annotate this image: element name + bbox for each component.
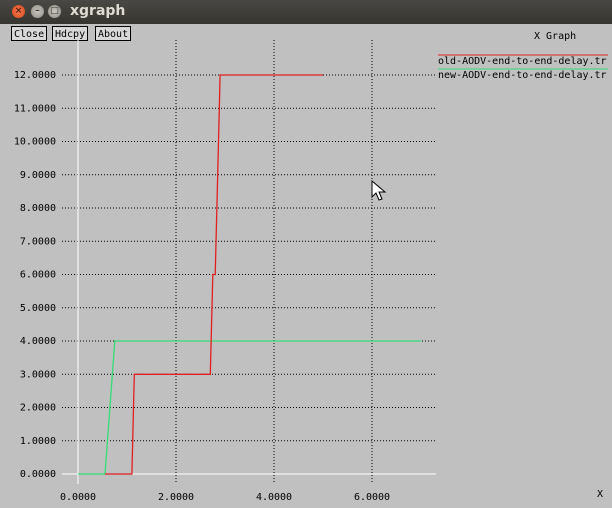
title-bar[interactable]: × – □ xgraph xyxy=(0,0,612,24)
y-tick-label: 2.0000 xyxy=(20,403,56,414)
y-tick-label: 5.0000 xyxy=(20,303,56,314)
y-tick-label: 1.0000 xyxy=(20,436,56,447)
window-title: xgraph xyxy=(70,3,126,19)
legend-label-new: new-AODV-end-to-end-delay.tr xyxy=(438,70,607,81)
y-tick-label: 11.0000 xyxy=(14,103,56,114)
mouse-pointer-icon xyxy=(371,180,387,201)
series-line-old xyxy=(105,74,323,475)
series-line-new xyxy=(78,340,421,475)
y-tick-label: 9.0000 xyxy=(20,170,56,181)
maximize-icon[interactable]: □ xyxy=(48,5,61,18)
x-axis-label: X xyxy=(597,489,603,500)
y-tick-label: 12.0000 xyxy=(14,70,56,81)
minimize-icon[interactable]: – xyxy=(31,5,44,18)
y-tick-label: 10.0000 xyxy=(14,137,56,148)
x-tick-label: 6.0000 xyxy=(354,492,390,503)
x-tick-label: 2.0000 xyxy=(158,492,194,503)
about-button[interactable]: About xyxy=(95,26,132,41)
y-tick-label: 8.0000 xyxy=(20,203,56,214)
x-tick-label: 0.0000 xyxy=(60,492,96,503)
y-tick-label: 4.0000 xyxy=(20,336,56,347)
y-tick-label: 6.0000 xyxy=(20,270,56,281)
legend-label-old: old-AODV-end-to-end-delay.tr xyxy=(438,56,607,67)
y-tick-label: 0.0000 xyxy=(20,469,56,480)
hdcpy-button[interactable]: Hdcpy xyxy=(52,26,89,41)
x-tick-label: 4.0000 xyxy=(256,492,292,503)
close-button[interactable]: Close xyxy=(11,26,48,41)
graph-title: X Graph xyxy=(534,31,577,42)
y-tick-label: 3.0000 xyxy=(20,369,56,380)
y-tick-label: 7.0000 xyxy=(20,236,56,247)
close-icon[interactable]: × xyxy=(12,5,25,18)
